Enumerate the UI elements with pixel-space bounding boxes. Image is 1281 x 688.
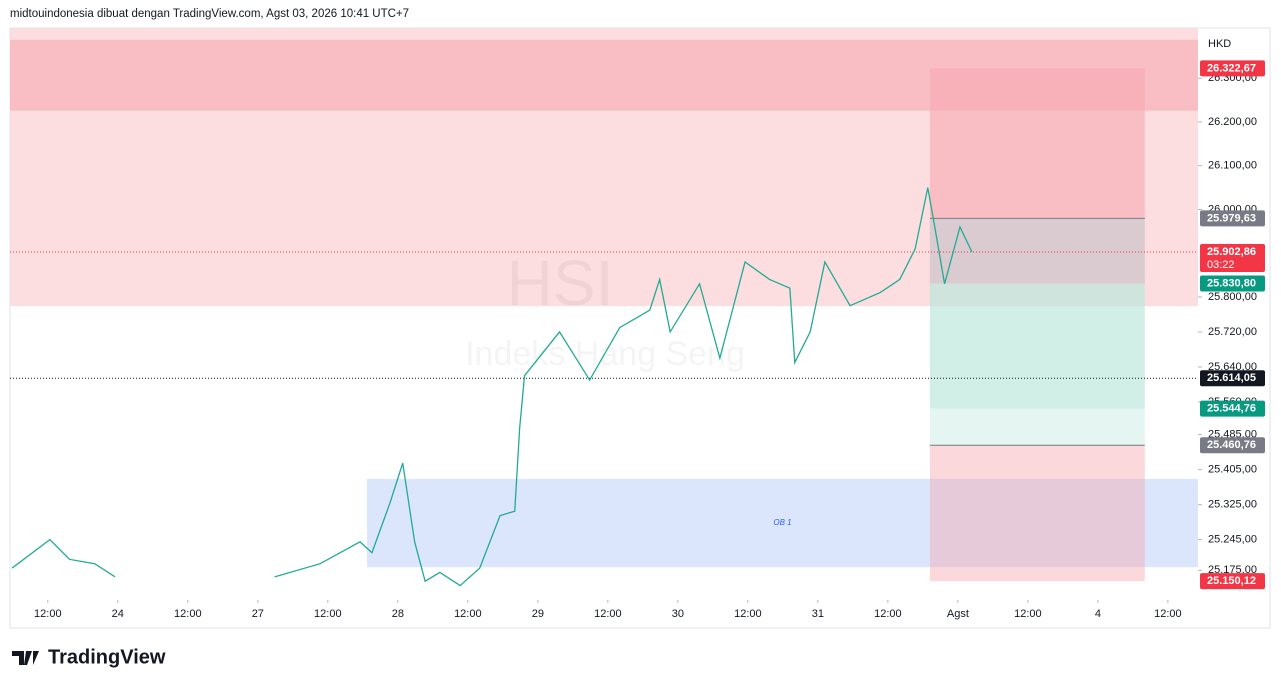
x-tick-label: 4 (1095, 608, 1101, 620)
currency: HKD (1208, 38, 1231, 50)
y-tick-label: 25.325,00 (1208, 499, 1257, 511)
price-label-box (1200, 243, 1265, 272)
zone (367, 478, 1199, 568)
y-tick-label: 25.405,00 (1208, 464, 1257, 476)
x-tick-label: 12:00 (1154, 608, 1182, 620)
x-tick-label: 12:00 (34, 608, 62, 620)
plot: OB 1HSIIndeks Hang Seng (10, 28, 1199, 587)
price-label: 25.150,12 (1207, 575, 1256, 587)
countdown: 03:22 (1207, 259, 1235, 271)
price-label-box (1200, 437, 1265, 454)
y-tick-label: 26.100,00 (1208, 160, 1257, 172)
price-label-box (1200, 275, 1265, 292)
x-tick-label: 12:00 (734, 608, 762, 620)
price-label: 25.460,76 (1207, 439, 1256, 451)
x-tick-label: 27 (252, 608, 264, 620)
x-tick-label: 31 (812, 608, 824, 620)
header: midtouindonesia dibuat dengan TradingVie… (10, 8, 409, 20)
x-tick-label: 12:00 (174, 608, 202, 620)
logo (12, 651, 39, 665)
x-tick-label: 24 (112, 608, 124, 620)
y-tick-label: 25.640,00 (1208, 361, 1257, 373)
y-tick-label: 25.800,00 (1208, 291, 1257, 303)
price-label-box (1200, 210, 1265, 227)
x-tick-label: 12:00 (314, 608, 342, 620)
zone-label: OB 1 (773, 518, 791, 527)
position-zone (929, 408, 1145, 446)
price-label: 25.830,80 (1207, 277, 1256, 289)
logo-mark (12, 651, 39, 665)
x-tick-label: 28 (392, 608, 404, 620)
x-tick-label: 30 (672, 608, 684, 620)
price-label: 25.902,86 (1207, 246, 1256, 258)
price-label: 26.322,67 (1207, 62, 1256, 74)
x-tick-label: 12:00 (1014, 608, 1042, 620)
y-tick-label: 25.245,00 (1208, 534, 1257, 546)
position-zone (929, 218, 1145, 284)
x-tick-label: Agst (947, 608, 969, 620)
position-zone (929, 68, 1145, 219)
price-label-box (1200, 370, 1265, 387)
y-tick-label: 26.200,00 (1208, 116, 1257, 128)
position-zone (929, 445, 1145, 582)
x-tick-label: 12:00 (874, 608, 902, 620)
price-label-box (1200, 400, 1265, 417)
y-tick-label: 25.720,00 (1208, 326, 1257, 338)
price-label: 25.544,76 (1207, 402, 1256, 414)
watermark-symbol: HSI (507, 247, 614, 319)
price-label-box (1200, 60, 1265, 77)
x-tick-label: 12:00 (594, 608, 622, 620)
price-label: 25.614,05 (1207, 372, 1256, 384)
price-line-series (11, 538, 116, 578)
footer: TradingView (48, 646, 166, 668)
x-tick-label: 29 (532, 608, 544, 620)
position-zone (929, 283, 1145, 409)
price-line-series (274, 187, 973, 587)
price-label-box (1200, 573, 1265, 590)
price-label: 25.979,63 (1207, 212, 1256, 224)
x-tick-label: 12:00 (454, 608, 482, 620)
